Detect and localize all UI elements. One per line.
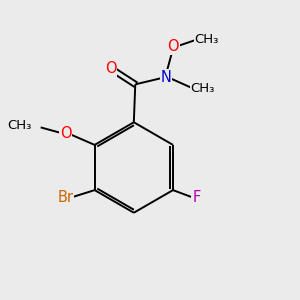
- Text: CH₃: CH₃: [195, 33, 219, 46]
- Text: O: O: [105, 61, 116, 76]
- Text: Br: Br: [58, 190, 74, 205]
- Text: O: O: [60, 126, 71, 141]
- Text: CH₃: CH₃: [8, 119, 32, 132]
- Text: N: N: [160, 70, 171, 85]
- Text: CH₃: CH₃: [190, 82, 214, 95]
- Text: F: F: [192, 190, 200, 205]
- Text: O: O: [167, 39, 179, 54]
